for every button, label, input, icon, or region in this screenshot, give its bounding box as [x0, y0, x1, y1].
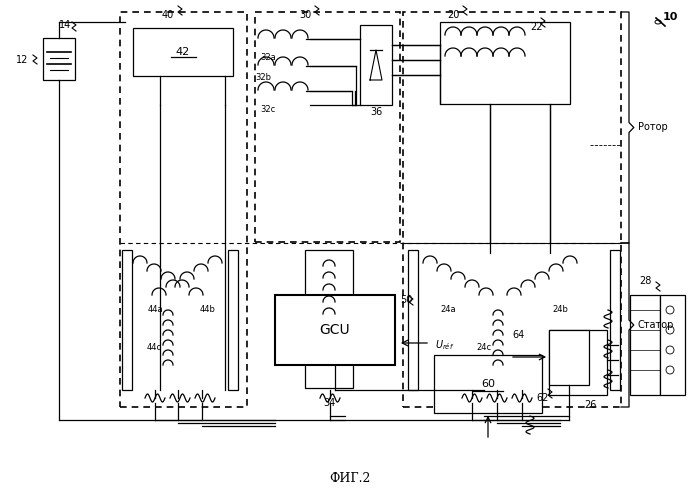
Text: 44b: 44b — [200, 305, 216, 314]
Text: 24b: 24b — [552, 305, 568, 314]
Text: 24c: 24c — [477, 344, 492, 352]
Text: 32c: 32c — [260, 105, 275, 114]
Bar — [408, 250, 418, 390]
Text: 30: 30 — [299, 10, 311, 20]
Bar — [305, 250, 353, 388]
Bar — [549, 330, 607, 395]
Text: 10: 10 — [663, 12, 678, 22]
Bar — [275, 295, 395, 365]
Text: 24a: 24a — [440, 305, 456, 314]
Text: 14: 14 — [59, 20, 71, 30]
Text: 20: 20 — [447, 10, 459, 20]
Text: 32a: 32a — [260, 53, 275, 62]
Text: 62: 62 — [537, 393, 549, 403]
Text: Статор: Статор — [638, 320, 675, 330]
Text: 22: 22 — [530, 22, 542, 32]
Text: 64: 64 — [513, 330, 525, 340]
Bar — [610, 250, 620, 390]
Text: 34: 34 — [323, 398, 335, 408]
Bar — [630, 295, 660, 395]
Text: 26: 26 — [584, 400, 596, 410]
Text: 28: 28 — [639, 276, 651, 286]
Bar — [360, 25, 392, 105]
Text: GCU: GCU — [319, 323, 350, 337]
Text: 44c: 44c — [147, 344, 162, 352]
Text: 44a: 44a — [147, 305, 163, 314]
Bar — [660, 295, 685, 395]
Bar — [120, 12, 247, 407]
Bar — [133, 28, 233, 76]
Bar — [43, 38, 75, 80]
Bar — [122, 250, 132, 390]
Text: 50: 50 — [400, 295, 412, 305]
Bar — [549, 330, 589, 385]
Bar — [403, 12, 621, 407]
Text: 12: 12 — [16, 55, 28, 65]
Bar — [440, 22, 570, 104]
Text: Ротор: Ротор — [638, 122, 668, 132]
Bar — [255, 12, 400, 242]
Bar — [434, 355, 542, 413]
Text: 32b: 32b — [255, 72, 271, 82]
Text: 42: 42 — [176, 47, 190, 57]
Text: 60: 60 — [481, 379, 495, 389]
Bar — [228, 250, 238, 390]
Text: 40: 40 — [162, 10, 174, 20]
Text: 36: 36 — [370, 107, 382, 117]
Text: $U_{réf}$: $U_{réf}$ — [435, 338, 454, 352]
Text: ФИГ.2: ФИГ.2 — [329, 472, 370, 485]
